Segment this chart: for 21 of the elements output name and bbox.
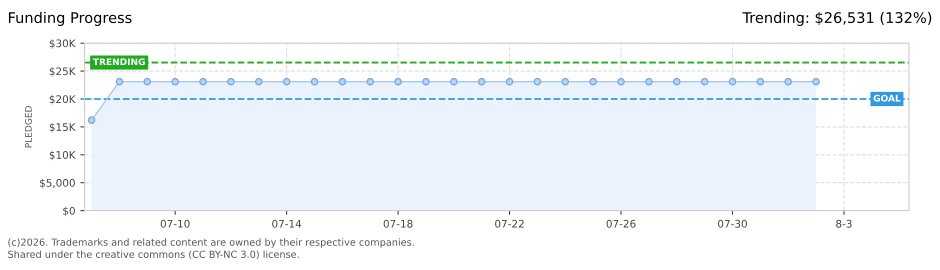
ref-line-label: TRENDING xyxy=(92,58,145,66)
y-tick-label: $20K xyxy=(50,95,76,104)
y-tick-label: $25K xyxy=(50,67,76,77)
text: (c)2026. Trademarks and related content are owned by their respective companies. xyxy=(8,238,414,248)
x-tick-label: 07-10 xyxy=(160,220,190,228)
x-tick-label: 07-30 xyxy=(718,220,747,228)
x-tick-label: 07-22 xyxy=(495,220,524,228)
text: Shared under the creative commons (CC BY-NC 3.0) license. xyxy=(8,250,299,260)
chart-subtitle: Trending: $26,531 (132%) xyxy=(742,12,932,26)
x-tick-label: 07-14 xyxy=(272,220,302,228)
y-tick-label: $0 xyxy=(63,206,75,216)
y-tick-label: $5,000 xyxy=(40,178,75,188)
y-axis-title: PLEDGED xyxy=(24,106,32,148)
x-tick-label: 8-3 xyxy=(836,220,852,228)
chart-title: Funding Progress xyxy=(8,12,132,26)
y-tick-label: $30K xyxy=(50,39,76,49)
y-tick-label: $10K xyxy=(50,150,76,160)
x-tick-label: 07-26 xyxy=(606,220,636,228)
x-tick-label: 07-18 xyxy=(384,220,413,228)
ref-line-label: GOAL xyxy=(874,94,900,102)
y-tick-label: $15K xyxy=(50,122,76,132)
